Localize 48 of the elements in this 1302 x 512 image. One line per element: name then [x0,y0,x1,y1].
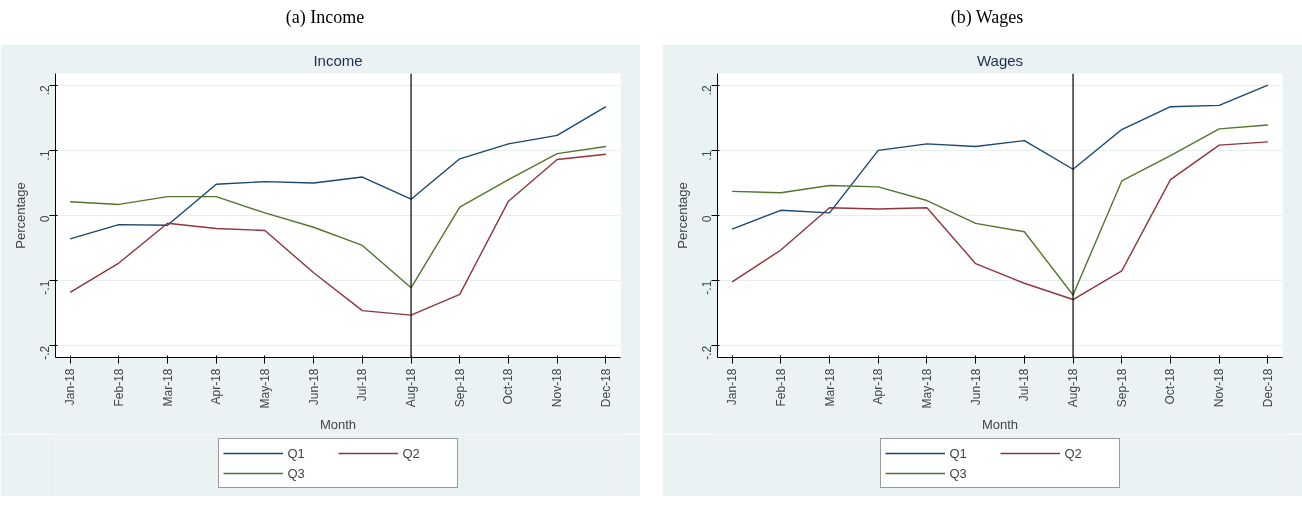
x-tick-label: May-18 [919,368,934,409]
text: (b) Wages [950,6,1024,29]
x-tick-label: Jul-18 [1017,368,1032,402]
x-axis-title: Month [319,416,357,432]
x-tick-label: Sep-18 [452,368,467,408]
y-axis-title: Percentage [674,182,690,249]
legend-label: Q3 [287,465,306,481]
y-tick-label: -.1 [38,280,52,295]
x-tick-label: Apr-18 [871,368,886,405]
x-tick-label: Dec-18 [598,368,613,408]
x-tick-label: Oct-18 [1163,368,1178,405]
chart-title: Wages [976,51,1024,69]
y-tick-label: .2 [38,84,52,96]
x-axis-title: Month [981,416,1019,432]
x-tick-label: Jun-18 [306,368,321,406]
x-tick-label: Mar-18 [822,368,837,407]
y-tick-label: .1 [700,150,714,161]
text: (a) Income [285,6,365,29]
y-tick-label: .1 [38,150,52,161]
legend-label: Q1 [949,445,968,461]
x-tick-label: Feb-18 [111,368,126,407]
x-tick-label: Dec-18 [1260,368,1275,408]
x-tick-label: Apr-18 [209,368,224,405]
legend-label: Q2 [1064,445,1083,461]
y-tick-label: -.2 [700,345,714,360]
x-tick-label: Nov-18 [550,368,565,408]
x-tick-label: Jun-18 [968,368,983,406]
y-axis-title: Percentage [12,182,28,249]
x-tick-label: Oct-18 [501,368,516,405]
y-tick-label: 0 [700,215,714,223]
chart-title: Income [313,51,363,69]
legend-label: Q2 [402,445,421,461]
legend-label: Q3 [949,465,968,481]
x-tick-label: Sep-18 [1114,368,1129,408]
y-tick-label: 0 [38,215,52,223]
x-tick-label: Nov-18 [1212,368,1227,408]
legend-label: Q1 [287,445,306,461]
y-tick-label: -.2 [38,345,52,360]
x-tick-label: Jan-18 [725,368,740,406]
x-tick-label: Aug-18 [1066,368,1081,408]
x-tick-label: Jul-18 [355,368,370,402]
y-tick-label: -.1 [700,280,714,295]
x-tick-label: Jan-18 [63,368,78,406]
x-tick-label: Feb-18 [773,368,788,407]
x-tick-label: Aug-18 [404,368,419,408]
y-tick-label: .2 [700,84,714,96]
x-tick-label: Mar-18 [160,368,175,407]
x-tick-label: May-18 [257,368,272,409]
